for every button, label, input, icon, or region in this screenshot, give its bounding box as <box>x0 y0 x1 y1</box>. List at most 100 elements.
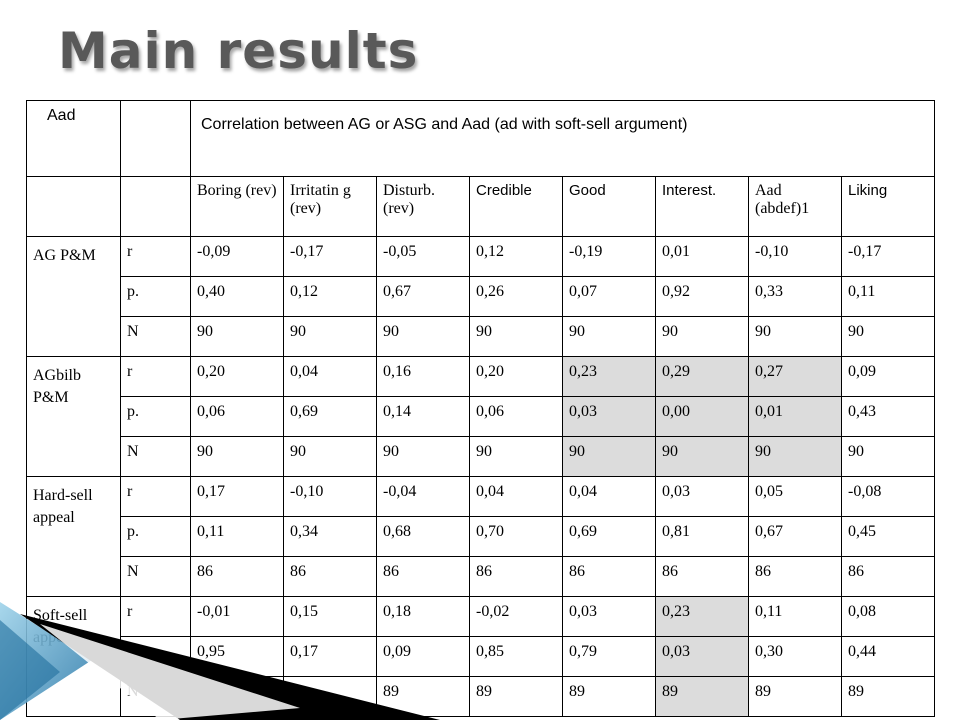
empty-cell <box>26 176 121 237</box>
table-cell: -0,04 <box>376 476 470 517</box>
table-row: AG P&M r -0,09 -0,17 -0,05 0,12 -0,19 0,01 -0,10… <box>26 236 935 357</box>
table-cell: 0,45 <box>841 516 935 557</box>
table-cell: 0,70 <box>469 516 563 557</box>
table-cell: 89 <box>283 676 377 717</box>
column-header: Good <box>562 176 656 237</box>
empty-cell <box>120 176 191 237</box>
table-cell: 0,08 <box>841 596 935 637</box>
table-cell: 0,67 <box>748 516 842 557</box>
stat-label: p. <box>120 276 191 317</box>
table-cell: 90 <box>190 436 284 477</box>
table-cell: 90 <box>748 436 842 477</box>
table-cell: 0,33 <box>748 276 842 317</box>
table-cell: 0,16 <box>376 356 470 397</box>
table-cell: 90 <box>190 316 284 357</box>
group-label: Soft-sell appeal <box>26 596 121 717</box>
caption-row: Aad Correlation between AG or ASG and Aa… <box>26 100 935 177</box>
stat-label: p. <box>120 396 191 437</box>
table-row: N 86 86 86 86 86 86 86 86 <box>27 556 935 597</box>
table-cell: 0,03 <box>655 476 749 517</box>
table-cell: -0,10 <box>283 476 377 517</box>
stat-label: r <box>120 236 191 277</box>
group-label: AGbilb P&M <box>26 356 121 477</box>
table-row: N 89 89 89 89 89 89 89 89 <box>27 676 935 717</box>
table-cell: 0,17 <box>283 636 377 677</box>
table-cell: 90 <box>283 436 377 477</box>
table-cell: 89 <box>748 676 842 717</box>
table-cell: 0,79 <box>562 636 656 677</box>
table-cell: 0,04 <box>469 476 563 517</box>
table-cell: 90 <box>562 316 656 357</box>
group-label: AG P&M <box>26 236 121 357</box>
table-cell: 0,06 <box>190 396 284 437</box>
column-header: Interest. <box>655 176 749 237</box>
table-cell: 0,04 <box>283 356 377 397</box>
table-cell: 0,11 <box>190 516 284 557</box>
table-cell: 0,30 <box>748 636 842 677</box>
column-header: Credible <box>469 176 563 237</box>
table-cell: 90 <box>655 436 749 477</box>
table-cell: 90 <box>748 316 842 357</box>
stat-label: N <box>120 316 191 357</box>
table-cell: -0,17 <box>283 236 377 277</box>
table-cell: 0,69 <box>283 396 377 437</box>
table-cell: 86 <box>748 556 842 597</box>
table-cell: 86 <box>655 556 749 597</box>
table-cell: 0,44 <box>841 636 935 677</box>
table-cell: -0,09 <box>190 236 284 277</box>
table-row: N 90 90 90 90 90 90 90 90 <box>27 436 935 477</box>
stat-label: N <box>120 676 191 717</box>
table-cell: 0,12 <box>283 276 377 317</box>
table-cell: 90 <box>469 316 563 357</box>
table-cell: 0,17 <box>190 476 284 517</box>
table-cell: 0,20 <box>190 356 284 397</box>
table-cell: 0,69 <box>562 516 656 557</box>
table-row: AGbilb P&M r 0,20 0,04 0,16 0,20 0,23 0,29 0,27 0… <box>26 356 935 477</box>
column-header: Irritatin g (rev) <box>283 176 377 237</box>
table-cell: 0,04 <box>562 476 656 517</box>
stat-label: r <box>120 356 191 397</box>
table-cell: 0,18 <box>376 596 470 637</box>
table-cell: 0,09 <box>841 356 935 397</box>
stat-label: N <box>120 556 191 597</box>
column-header: Aad (abdef)1 <box>748 176 842 237</box>
table-cell: 89 <box>376 676 470 717</box>
table-cell: -0,17 <box>841 236 935 277</box>
table-cell: 0,40 <box>190 276 284 317</box>
table-cell: 0,29 <box>655 356 749 397</box>
table-cell: -0,19 <box>562 236 656 277</box>
table-row: p. 0,06 0,69 0,14 0,06 0,03 0,00 0,01 0,43 <box>27 396 935 437</box>
table-cell: 90 <box>469 436 563 477</box>
table-row: N 90 90 90 90 90 90 90 90 <box>27 316 935 357</box>
table-cell: 0,01 <box>748 396 842 437</box>
table-cell: 0,03 <box>562 596 656 637</box>
table-cell: 89 <box>190 676 284 717</box>
table-cell: 0,14 <box>376 396 470 437</box>
table-cell: 90 <box>376 316 470 357</box>
table-cell: 0,09 <box>376 636 470 677</box>
stat-label: r <box>120 476 191 517</box>
table-cell: 0,34 <box>283 516 377 557</box>
column-header: Boring (rev) <box>190 176 284 237</box>
table-cell: 86 <box>376 556 470 597</box>
table-row: Hard-sell appeal r 0,17 -0,10 -0,04 0,04 0,04 0… <box>26 476 935 597</box>
table-cell: 0,20 <box>469 356 563 397</box>
table-cell: -0,01 <box>190 596 284 637</box>
column-header: Liking <box>841 176 935 237</box>
table-cell: 0,11 <box>748 596 842 637</box>
table-cell: 0,95 <box>190 636 284 677</box>
table-cell: 0,03 <box>655 636 749 677</box>
corner-label: Aad <box>26 100 121 177</box>
table-cell: 0,23 <box>562 356 656 397</box>
table-cell: 89 <box>469 676 563 717</box>
stat-label: N <box>120 436 191 477</box>
table-cell: 0,03 <box>562 396 656 437</box>
table-cell: 90 <box>283 316 377 357</box>
table-cell: -0,10 <box>748 236 842 277</box>
table-cell: 0,27 <box>748 356 842 397</box>
table-cell: 90 <box>562 436 656 477</box>
table-cell: 0,11 <box>841 276 935 317</box>
table-cell: 86 <box>562 556 656 597</box>
table-cell: 86 <box>469 556 563 597</box>
table-cell: 0,15 <box>283 596 377 637</box>
